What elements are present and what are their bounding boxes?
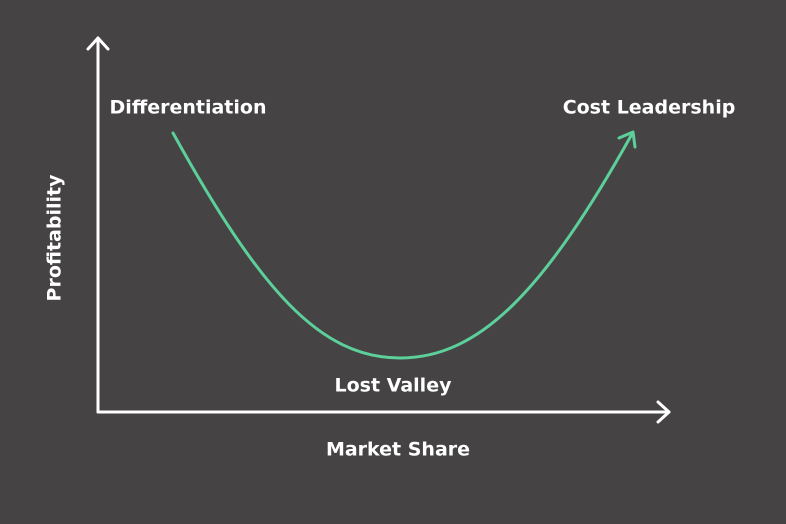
x-axis-arrow bbox=[656, 400, 671, 424]
curve-group bbox=[171, 130, 637, 360]
annotation-right: Cost Leadership bbox=[563, 97, 736, 119]
y-axis-label: Profitability bbox=[44, 174, 66, 302]
annotation-left: Differentiation bbox=[110, 97, 267, 119]
x-axis-label: Market Share bbox=[326, 439, 470, 461]
curve-arrow bbox=[617, 130, 637, 149]
y-axis-arrow bbox=[86, 36, 110, 51]
profit-curve bbox=[171, 131, 634, 360]
axes bbox=[86, 36, 671, 424]
annotation-bottom: Lost Valley bbox=[335, 375, 453, 397]
